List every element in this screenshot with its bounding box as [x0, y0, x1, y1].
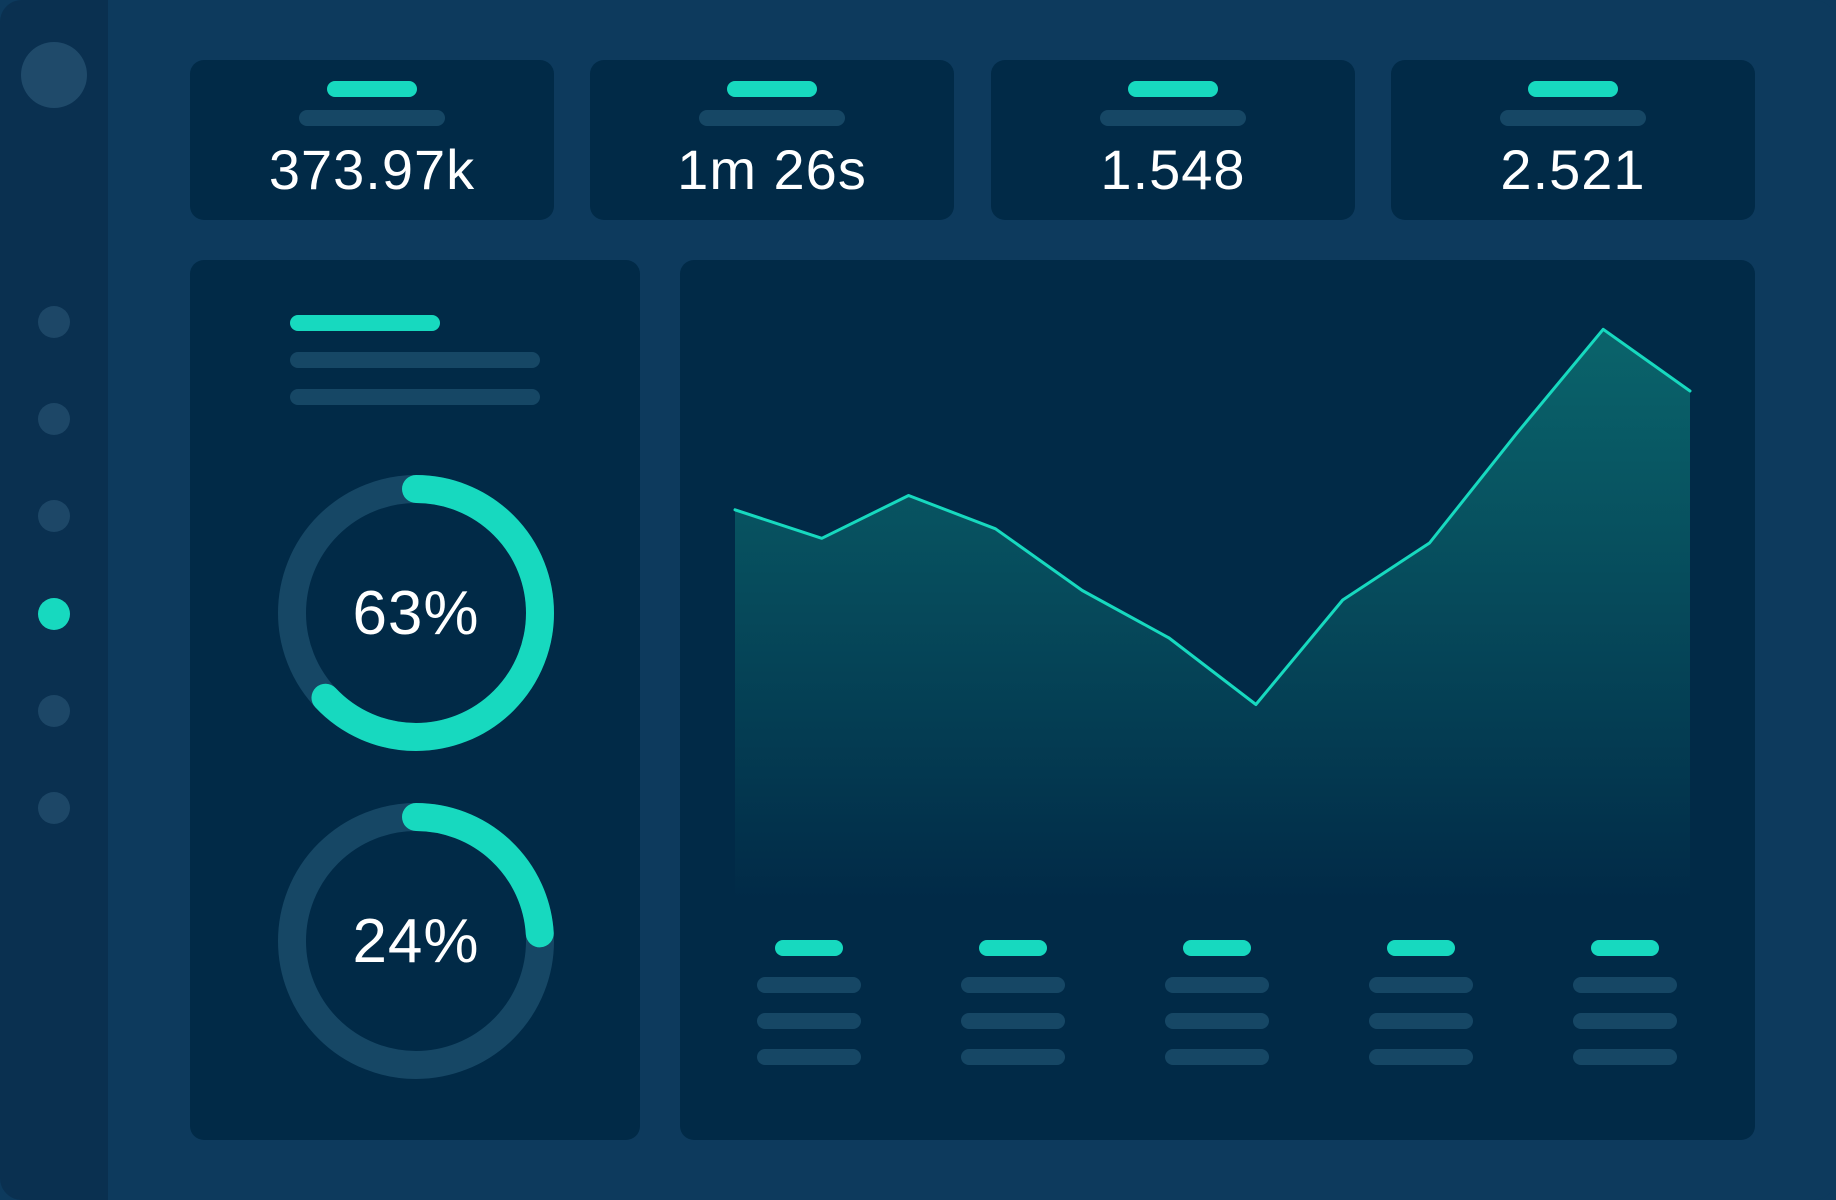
- legend-text-placeholder: [757, 1013, 861, 1029]
- donut-progress-arc: [278, 475, 554, 751]
- legend-title-placeholder: [775, 940, 843, 956]
- kpi-value: 1.548: [1100, 138, 1246, 201]
- legend-text-placeholder: [1369, 977, 1473, 993]
- legend-text-placeholder: [961, 977, 1065, 993]
- chart-legend-item-2: [961, 940, 1065, 1070]
- panel-title-placeholder: [290, 315, 440, 331]
- legend-text-placeholder: [757, 1049, 861, 1065]
- legend-text-placeholder: [1573, 1049, 1677, 1065]
- kpi-card-1: 373.97k: [190, 60, 554, 220]
- legend-text-placeholder: [1369, 1049, 1473, 1065]
- legend-text-placeholder: [1165, 977, 1269, 993]
- area-fill: [735, 329, 1690, 900]
- kpi-value: 2.521: [1500, 138, 1646, 201]
- kpi-subtitle-placeholder: [299, 110, 445, 126]
- legend-text-placeholder: [961, 1013, 1065, 1029]
- progress-panel: 63% 24%: [190, 260, 640, 1140]
- area-chart: [733, 327, 1692, 900]
- donut-percent-label: 24%: [352, 906, 480, 976]
- kpi-value: 373.97k: [268, 138, 476, 201]
- sidebar-item-3[interactable]: [38, 500, 70, 532]
- panel-text-placeholder: [290, 389, 540, 405]
- donut-ring-svg: [278, 803, 554, 1079]
- legend-title-placeholder: [979, 940, 1047, 956]
- sidebar-item-4-active[interactable]: [38, 598, 70, 630]
- legend-text-placeholder: [1573, 977, 1677, 993]
- kpi-card-2: 1m 26s: [590, 60, 954, 220]
- legend-text-placeholder: [961, 1049, 1065, 1065]
- donut-ring-svg: [278, 475, 554, 751]
- legend-text-placeholder: [1165, 1013, 1269, 1029]
- kpi-card-3: 1.548: [991, 60, 1355, 220]
- legend-title-placeholder: [1591, 940, 1659, 956]
- sidebar-item-1[interactable]: [38, 306, 70, 338]
- sidebar-item-5[interactable]: [38, 695, 70, 727]
- kpi-card-4: 2.521: [1391, 60, 1755, 220]
- trend-chart-panel: [680, 260, 1755, 1140]
- legend-title-placeholder: [1183, 940, 1251, 956]
- kpi-value: 1m 26s: [677, 138, 867, 201]
- kpi-title-placeholder: [1528, 81, 1618, 97]
- legend-text-placeholder: [1369, 1013, 1473, 1029]
- kpi-subtitle-placeholder: [1500, 110, 1646, 126]
- legend-text-placeholder: [757, 977, 861, 993]
- kpi-subtitle-placeholder: [1100, 110, 1246, 126]
- kpi-subtitle-placeholder: [699, 110, 845, 126]
- sidebar-item-2[interactable]: [38, 403, 70, 435]
- donut-percent-label: 63%: [352, 578, 480, 648]
- kpi-title-placeholder: [327, 81, 417, 97]
- kpi-title-placeholder: [1128, 81, 1218, 97]
- chart-legend-item-5: [1573, 940, 1677, 1070]
- avatar[interactable]: [21, 42, 87, 108]
- area-line: [733, 327, 1692, 706]
- legend-text-placeholder: [1165, 1049, 1269, 1065]
- donut-progress-arc: [278, 803, 554, 1079]
- chart-legend-item-1: [757, 940, 861, 1070]
- legend-text-placeholder: [1573, 1013, 1677, 1029]
- sidebar-item-6[interactable]: [38, 792, 70, 824]
- kpi-title-placeholder: [727, 81, 817, 97]
- panel-text-placeholder: [290, 352, 540, 368]
- legend-title-placeholder: [1387, 940, 1455, 956]
- donut-chart-2: 24%: [276, 801, 556, 1081]
- chart-legend-item-4: [1369, 940, 1473, 1070]
- donut-chart-1: 63%: [276, 473, 556, 753]
- chart-legend-item-3: [1165, 940, 1269, 1070]
- sidebar: [0, 0, 108, 1200]
